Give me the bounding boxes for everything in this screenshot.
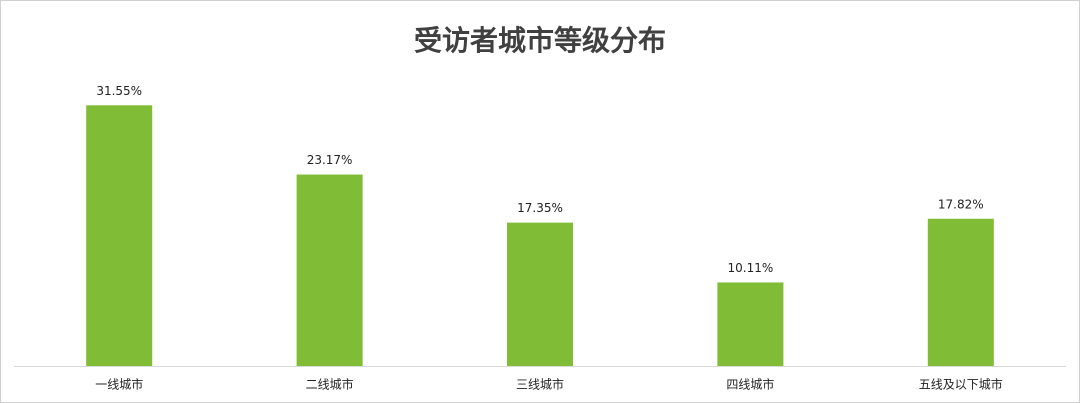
x-tick-label: 四线城市 <box>726 377 774 392</box>
x-tick-label: 二线城市 <box>306 377 354 392</box>
bar <box>296 174 363 366</box>
data-label: 31.55% <box>96 84 142 98</box>
bar <box>927 218 994 366</box>
x-tick-label: 一线城市 <box>95 377 143 392</box>
bar <box>86 105 153 367</box>
data-label: 17.35% <box>517 201 563 215</box>
chart-title: 受访者城市等级分布 <box>414 24 666 57</box>
bar <box>507 222 573 366</box>
bar <box>717 282 784 366</box>
x-tick-label: 三线城市 <box>516 377 564 392</box>
data-label: 10.11% <box>728 261 774 275</box>
x-tick-label: 五线及以下城市 <box>919 377 1003 392</box>
data-label: 23.17% <box>307 153 353 167</box>
data-label: 17.82% <box>938 197 984 211</box>
